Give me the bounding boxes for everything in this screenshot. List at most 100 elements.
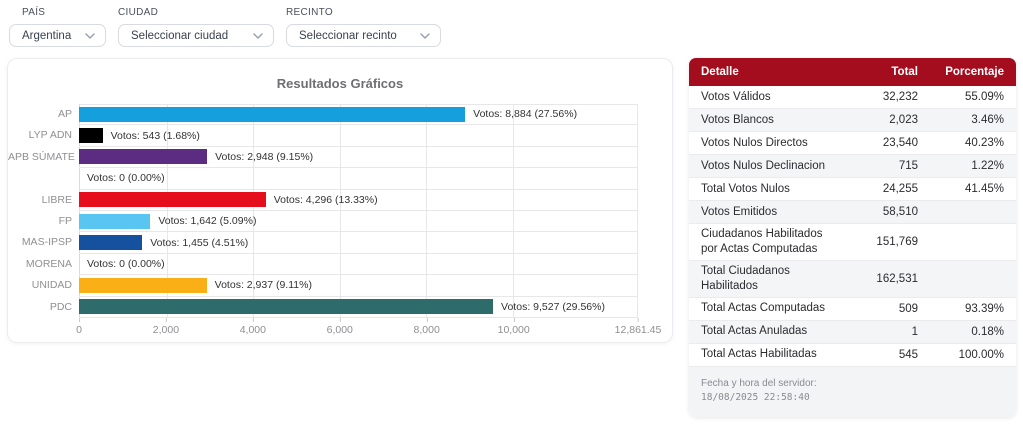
table-row: Votos Nulos Declinacion 715 1.22% — [689, 155, 1016, 178]
filter-group-recinto: RECINTO Seleccionar recinto — [286, 7, 441, 47]
category-label: PDC — [49, 300, 72, 313]
header-total: Total — [891, 66, 918, 78]
category-label: FP — [58, 214, 72, 227]
gridline — [166, 105, 168, 318]
cell-detalle: Votos Válidos — [701, 90, 771, 103]
cell-porcentaje: 55.09% — [964, 91, 1004, 103]
bar-track: Votos: 1,642 (5.09%) — [79, 211, 638, 233]
cell-total: 32,232 — [882, 91, 918, 103]
cell-porcentaje: 3.46% — [971, 114, 1004, 126]
bar-value-label: Votos: 9,527 (29.56%) — [501, 300, 605, 313]
table-row: Ciudadanos Habilitados por Actas Computa… — [689, 224, 1016, 261]
bar-value-label: Votos: 1,642 (5.09%) — [158, 215, 257, 228]
bar[interactable] — [79, 128, 103, 144]
bar[interactable] — [79, 277, 207, 293]
table-header: Detalle Total Porcentaje — [689, 58, 1016, 86]
table-body: Votos Válidos 32,232 55.09% Votos Blanco… — [689, 86, 1016, 367]
x-axis-tick-label: 2,000 — [152, 317, 180, 336]
chart-row: LYP ADN Votos: 543 (1.68%) — [8, 125, 638, 147]
table-row: Total Actas Anuladas 1 0.18% — [689, 320, 1016, 344]
bar-value-label: Votos: 543 (1.68%) — [110, 129, 200, 142]
chevron-down-icon — [253, 32, 263, 39]
cell-detalle: Votos Nulos Directos — [701, 136, 808, 149]
cell-total: 23,540 — [882, 137, 918, 149]
cell-detalle: Total Ciudadanos Habilitados — [701, 264, 790, 292]
chart-row: APB SÚMATE Votos: 2,948 (9.15%) — [8, 147, 638, 169]
table-row: Total Actas Habilitadas 545 100.00% — [689, 344, 1016, 367]
category-label: LYP ADN — [28, 129, 72, 142]
category-label: APB SÚMATE — [8, 150, 75, 163]
cell-detalle: Votos Nulos Declinacion — [701, 159, 826, 172]
bar-track: Votos: 8,884 (27.56%) — [79, 104, 638, 126]
chart-title: Resultados Gráficos — [276, 76, 404, 91]
cell-total: 2,023 — [889, 114, 918, 126]
cell-detalle: Total Actas Computadas — [701, 302, 826, 315]
bar[interactable] — [79, 192, 266, 208]
bar-track: Votos: 543 (1.68%) — [79, 125, 638, 147]
bar-value-label: Votos: 2,937 (9.11%) — [214, 279, 312, 292]
bar-value-label: Votos: 2,948 (9.15%) — [215, 150, 314, 163]
cell-total: 24,255 — [882, 183, 918, 195]
category-label: LIBRE — [41, 193, 72, 206]
header-porcentaje: Porcentaje — [945, 66, 1004, 78]
x-axis-tick-label: 6,000 — [326, 317, 353, 336]
results-table-card: Detalle Total Porcentaje Votos Válidos 3… — [689, 58, 1016, 417]
category-label: AP — [57, 108, 72, 120]
cell-detalle: Total Actas Anuladas — [701, 325, 808, 338]
bar[interactable] — [79, 149, 208, 165]
cell-detalle: Votos Blancos — [701, 113, 774, 126]
filter-group-ciudad: CIUDAD Seleccionar ciudad — [118, 7, 274, 47]
bar[interactable] — [79, 106, 466, 122]
cell-porcentaje: 41.45% — [964, 183, 1004, 195]
table-row: Votos Nulos Directos 23,540 40.23% — [689, 132, 1016, 155]
plot-area: AP Votos: 8,884 (27.56%) LYP ADN Votos: … — [8, 104, 661, 340]
chart-row: MAS-IPSP Votos: 1,455 (4.51%) — [8, 232, 638, 254]
gridline — [253, 105, 255, 318]
bar[interactable] — [79, 213, 151, 229]
gridline — [426, 105, 428, 318]
gridline — [339, 105, 341, 318]
table-row: Votos Emitidos 58,510 — [689, 201, 1016, 224]
ciudad-select-value: Seleccionar ciudad — [131, 29, 229, 42]
x-axis-tick-label: 0 — [76, 317, 82, 336]
ciudad-select[interactable]: Seleccionar ciudad — [118, 24, 274, 47]
cell-total: 1 — [911, 325, 918, 338]
cell-porcentaje: 0.18% — [971, 325, 1004, 338]
cell-porcentaje: 93.39% — [964, 302, 1004, 315]
table-row: Total Actas Computadas 509 93.39% — [689, 298, 1016, 321]
server-time-caption: Fecha y hora del servidor: — [701, 377, 817, 389]
x-axis: 0 2,000 4,000 6,000 8,000 10,000 12,861.45 — [76, 317, 661, 340]
recinto-select[interactable]: Seleccionar recinto — [286, 24, 441, 47]
bar-value-label: Votos: 8,884 (27.56%) — [473, 108, 578, 121]
category-label: MORENA — [25, 257, 72, 270]
chevron-down-icon — [420, 32, 430, 39]
header-detalle: Detalle — [701, 66, 739, 78]
category-label: MAS-IPSP — [21, 236, 72, 249]
chart-row: LIBRE Votos: 4,296 (13.33%) — [8, 190, 638, 211]
category-label — [8, 168, 79, 189]
cell-total: 58,510 — [882, 206, 918, 218]
x-axis-tick-label: 4,000 — [239, 317, 266, 336]
bar-track: Votos: 9,527 (29.56%) — [79, 297, 638, 318]
table-row: Votos Válidos 32,232 55.09% — [689, 86, 1016, 109]
bar-track: Votos: 4,296 (13.33%) — [79, 190, 638, 211]
chart-row: UNIDAD Votos: 2,937 (9.11%) — [8, 275, 638, 297]
table-row: Votos Blancos 2,023 3.46% — [689, 109, 1016, 132]
cell-porcentaje: 1.22% — [971, 160, 1004, 172]
bar[interactable] — [79, 299, 494, 315]
chart-row: PDC Votos: 9,527 (29.56%) — [8, 297, 638, 318]
bar-track: Votos: 0 (0.00%) — [79, 254, 638, 276]
table-row: Total Ciudadanos Habilitados 162,531 — [689, 260, 1016, 298]
bar-track: Votos: 2,937 (9.11%) — [79, 275, 638, 297]
cell-total: 545 — [898, 348, 918, 361]
bar[interactable] — [79, 235, 143, 251]
filter-group-pais: PAÍS Argentina — [9, 7, 106, 47]
pais-select[interactable]: Argentina — [9, 24, 106, 47]
chart-rows: AP Votos: 8,884 (27.56%) LYP ADN Votos: … — [8, 104, 638, 318]
bar-value-label: Votos: 0 (0.00%) — [87, 257, 165, 270]
cell-detalle: Votos Emitidos — [701, 205, 778, 218]
cell-total: 151,769 — [876, 235, 918, 248]
x-axis-tick-label: 10,000 — [497, 317, 530, 336]
cell-total: 162,531 — [876, 272, 918, 285]
